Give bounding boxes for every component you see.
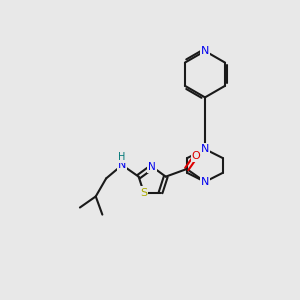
- Text: S: S: [140, 188, 147, 198]
- Text: N: N: [118, 160, 126, 170]
- Text: N: N: [148, 162, 156, 172]
- Text: N: N: [201, 46, 209, 56]
- Text: N: N: [201, 177, 209, 187]
- Text: N: N: [201, 144, 209, 154]
- Text: H: H: [118, 152, 126, 162]
- Text: O: O: [192, 151, 200, 160]
